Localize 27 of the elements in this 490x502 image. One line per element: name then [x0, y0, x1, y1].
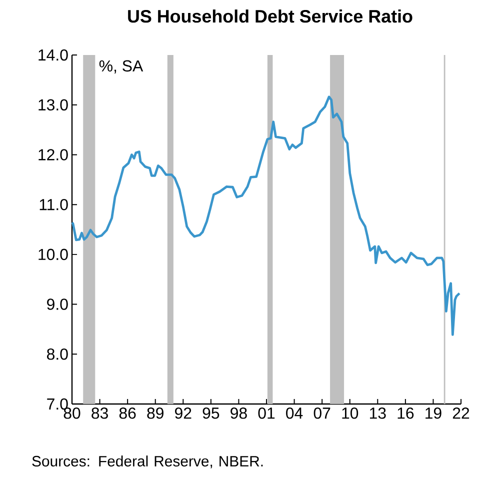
x-tick-label: 92 [175, 408, 192, 419]
x-tick-label: 01 [258, 408, 275, 419]
y-tick-label: 14.0 [38, 49, 68, 61]
y-tick-label: 7.0 [47, 398, 68, 410]
chart-title: US Household Debt Service Ratio [128, 10, 412, 23]
x-tick-label: 80 [64, 408, 80, 419]
x-tick-label: 04 [286, 408, 303, 419]
y-tick-label: 10.0 [38, 248, 68, 260]
x-tick-label: 10 [342, 408, 358, 419]
y-axis-title: %, SA [99, 60, 144, 74]
y-tick-label: 13.0 [38, 99, 68, 111]
x-tick-label: 89 [147, 408, 164, 419]
x-tick-label: 19 [426, 408, 442, 419]
x-tick-label: 22 [452, 408, 470, 419]
x-tick-label: 13 [370, 408, 386, 419]
x-tick-label: 16 [398, 408, 414, 419]
y-tick-label: 8.0 [47, 348, 68, 360]
x-tick-label: 95 [202, 408, 220, 419]
x-tick-label: 86 [119, 408, 136, 419]
y-tick-label: 12.0 [38, 149, 68, 160]
source-note: Sources: Federal Reserve, NBER. [32, 456, 263, 468]
x-tick-label: 98 [230, 408, 247, 419]
y-tick-label: 9.0 [47, 298, 68, 310]
y-tick-label: 11.0 [40, 198, 68, 210]
line-series [70, 96, 461, 336]
x-tick-label: 83 [92, 408, 108, 419]
x-tick-label: 07 [314, 408, 330, 419]
